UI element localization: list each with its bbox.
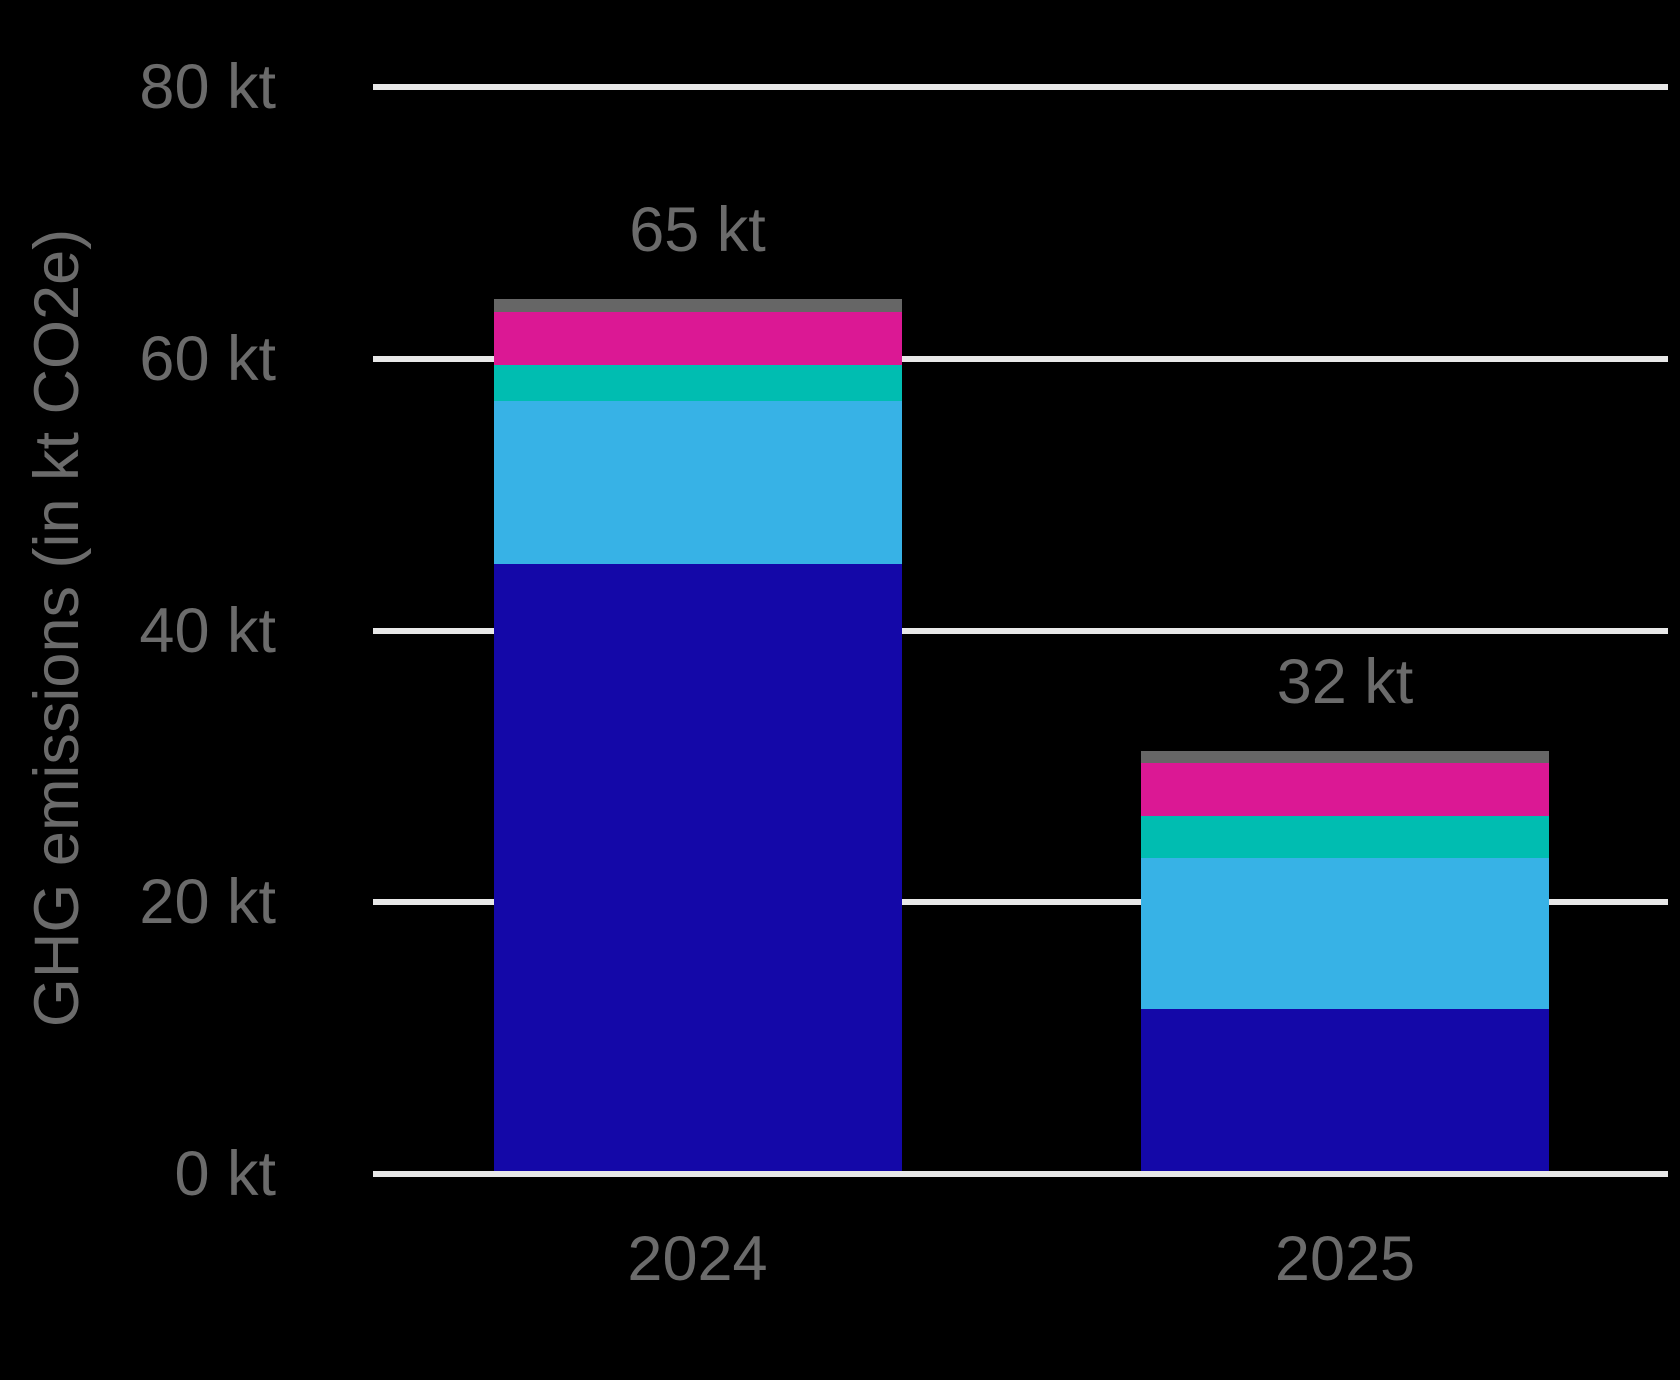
x-axis-label-2024: 2024 [627,1224,768,1294]
gridline-40kt [373,627,1668,634]
bar-2025-segment-magenta [1141,763,1549,817]
y-tick-label-40kt: 40 kt [139,595,276,666]
y-tick-label-0kt: 0 kt [174,1139,276,1209]
y-tick-label-20kt: 20 kt [139,867,276,938]
gridline-80kt [373,84,1668,90]
bar-2025-segment-navy [1141,1009,1549,1171]
y-tick-label-80kt: 80 kt [139,52,276,122]
bar-2025-segment-sky-blue [1141,858,1549,1010]
gridline-20kt [373,899,1668,906]
bar-2025-segment-teal [1141,816,1549,859]
y-axis-title: GHG emissions (in kt CO2e) [22,228,92,1028]
bar-2024-segment-navy [493,563,902,1171]
bar-2025-segment-gray [1141,751,1549,764]
bar-total-label-2025: 32 kt [1276,647,1414,718]
bar-2024-segment-magenta [493,312,902,366]
y-tick-label-60kt: 60 kt [139,323,276,394]
x-axis-label-2025: 2025 [1274,1224,1416,1294]
bar-2024-segment-teal [493,365,902,401]
bar-total-label-2024: 65 kt [629,194,766,265]
bar-2024-segment-sky-blue [493,400,902,564]
bar-2024-segment-gray [493,298,902,313]
gridline-60kt [373,355,1668,362]
gridline-0kt [373,1171,1668,1177]
